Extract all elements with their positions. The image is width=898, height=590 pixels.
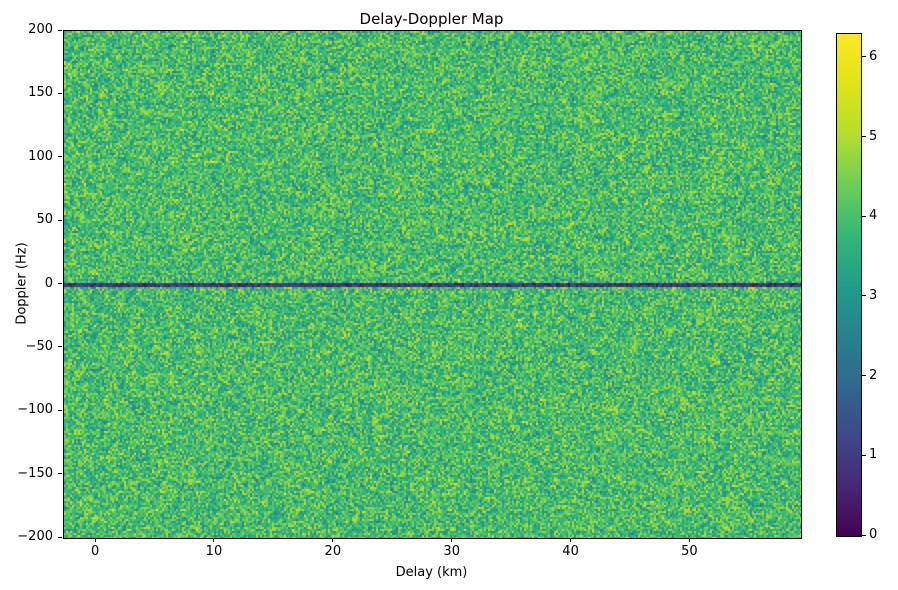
- colorbar: [836, 33, 862, 537]
- y-tick-mark: [58, 473, 62, 475]
- y-tick-mark: [58, 283, 62, 284]
- x-tick-label: 0: [90, 544, 100, 559]
- colorbar-tick-mark: [862, 295, 866, 297]
- y-tick-label: 50: [36, 212, 53, 228]
- y-tick-label: −200: [17, 529, 53, 544]
- colorbar-tick-mark: [862, 534, 866, 536]
- y-tick-label: 100: [28, 148, 53, 164]
- x-tick-label: 10: [205, 544, 223, 559]
- colorbar-tick-label: 0: [869, 527, 878, 542]
- x-tick-mark: [94, 538, 96, 542]
- y-tick-mark: [58, 156, 62, 158]
- colorbar-tick-label: 4: [869, 208, 878, 224]
- y-tick-mark: [58, 536, 62, 538]
- x-tick-label: 20: [324, 544, 342, 559]
- chart-title: Delay-Doppler Map: [359, 10, 504, 28]
- colorbar-tick-label: 5: [869, 128, 878, 144]
- y-tick-mark: [58, 409, 62, 411]
- y-tick-mark: [58, 92, 62, 94]
- y-tick-label: 150: [28, 85, 53, 101]
- x-tick-label: 30: [443, 544, 460, 559]
- y-tick-label: 0: [44, 275, 53, 291]
- x-tick-label: 40: [562, 544, 579, 559]
- colorbar-canvas: [837, 34, 861, 536]
- colorbar-tick-label: 6: [869, 48, 878, 64]
- heatmap-canvas: [64, 31, 801, 538]
- x-tick-mark: [213, 538, 215, 542]
- y-tick-label: 200: [28, 22, 53, 37]
- y-tick-label: −100: [17, 402, 53, 418]
- y-tick-label: −50: [25, 338, 53, 354]
- colorbar-tick-label: 2: [869, 367, 878, 383]
- x-tick-mark: [332, 538, 334, 542]
- x-tick-mark: [570, 538, 572, 542]
- x-tick-mark: [451, 538, 453, 542]
- plot-axes: [63, 30, 802, 539]
- colorbar-tick-mark: [862, 454, 866, 456]
- y-tick-mark: [58, 346, 62, 348]
- y-tick-mark: [58, 29, 62, 31]
- colorbar-tick-mark: [862, 215, 866, 217]
- colorbar-tick-mark: [862, 375, 866, 377]
- colorbar-tick-mark: [862, 136, 866, 138]
- y-tick-mark: [58, 219, 62, 221]
- x-axis-label: Delay (km): [395, 565, 468, 580]
- y-tick-label: −150: [17, 465, 53, 481]
- colorbar-tick-mark: [862, 56, 866, 58]
- colorbar-tick-label: 1: [869, 447, 878, 463]
- x-tick-label: 50: [681, 544, 698, 559]
- x-tick-mark: [688, 538, 690, 542]
- colorbar-tick-label: 3: [869, 287, 878, 303]
